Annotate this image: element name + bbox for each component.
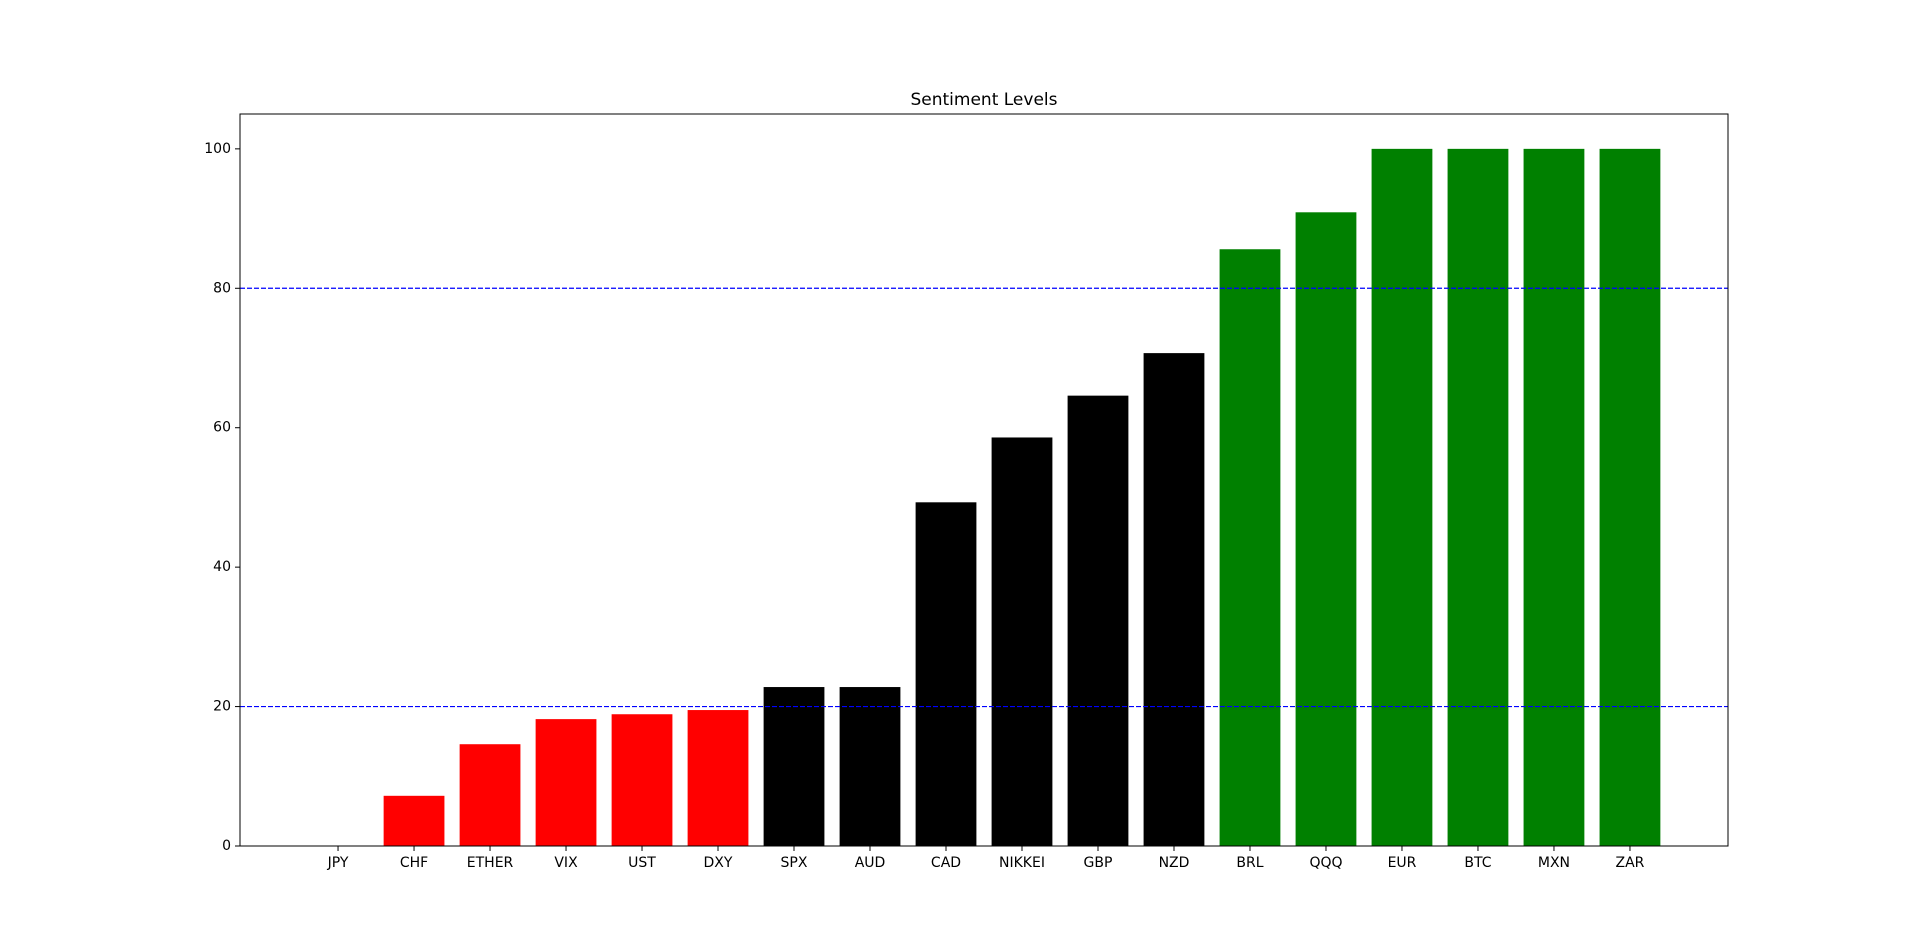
bar [1067, 395, 1129, 846]
bar [991, 437, 1053, 846]
bar [763, 687, 825, 846]
bar [535, 719, 597, 846]
x-tick-label: SPX [781, 855, 808, 871]
y-tick-label: 0 [222, 838, 231, 854]
bar [687, 710, 749, 846]
x-tick-label: ZAR [1616, 855, 1645, 871]
chart-title: Sentiment Levels [910, 90, 1057, 110]
bar [1447, 148, 1509, 846]
x-tick-label: UST [628, 855, 656, 871]
bar [915, 502, 977, 846]
bar [1143, 353, 1205, 846]
bar [1599, 148, 1661, 846]
bar [1219, 249, 1281, 846]
bar [839, 687, 901, 846]
bar [1295, 212, 1357, 847]
x-tick-label: CAD [931, 855, 961, 871]
x-tick-label: AUD [855, 855, 886, 871]
x-tick-label: ETHER [467, 855, 514, 871]
x-tick-label: VIX [554, 855, 578, 871]
bar [383, 795, 445, 846]
x-tick-label: BRL [1236, 855, 1263, 871]
x-tick-label: QQQ [1309, 855, 1342, 871]
y-tick-label: 40 [213, 559, 231, 575]
y-tick-label: 80 [213, 280, 231, 296]
bar [1371, 148, 1433, 846]
bar [459, 744, 521, 846]
bar [1523, 148, 1585, 846]
plot-frame [239, 113, 1729, 847]
x-tick-label: GBP [1084, 855, 1113, 871]
x-tick-label: NIKKEI [999, 855, 1045, 871]
x-tick-label: JPY [327, 855, 349, 871]
x-tick-label: MXN [1538, 855, 1570, 871]
x-tick-label: BTC [1464, 855, 1491, 871]
y-tick-label: 100 [204, 141, 231, 157]
y-tick-label: 60 [213, 420, 231, 436]
x-tick-label: CHF [400, 855, 428, 871]
x-tick-label: EUR [1388, 855, 1417, 871]
x-tick-label: DXY [704, 855, 733, 871]
bar [611, 714, 673, 846]
x-tick-label: NZD [1159, 855, 1190, 871]
y-tick-label: 20 [213, 699, 231, 715]
